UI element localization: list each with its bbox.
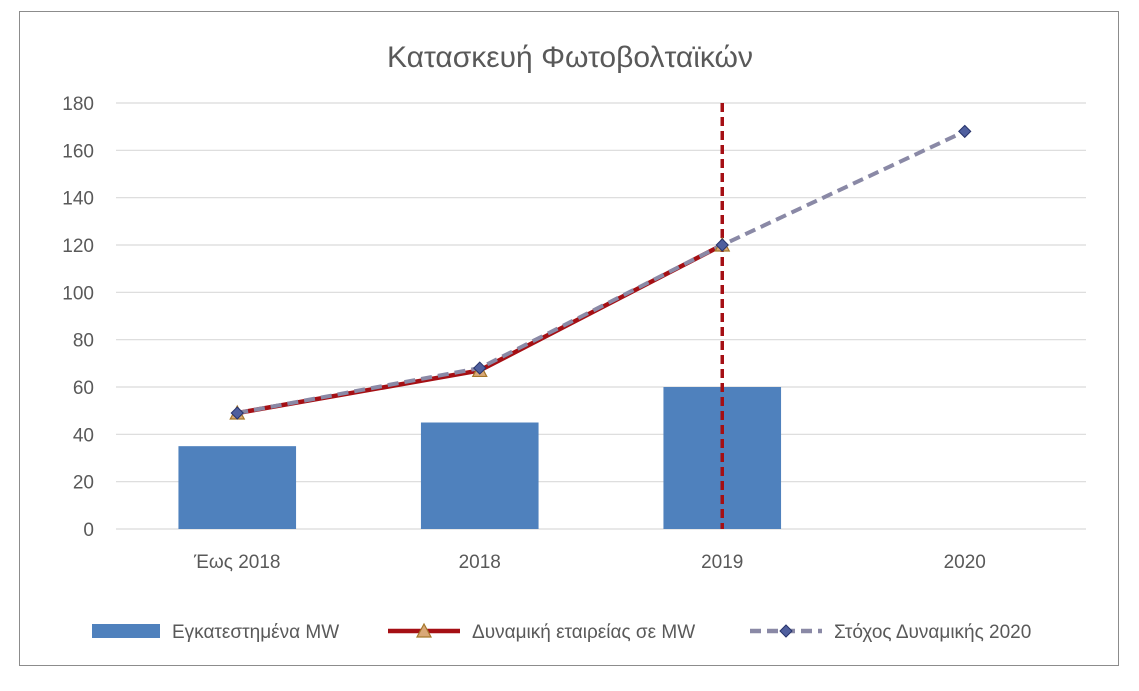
series-line xyxy=(236,129,966,415)
chart-title: Κατασκευή Φωτοβολταϊκών xyxy=(387,41,753,74)
y-tick-label: 80 xyxy=(73,331,94,352)
bar xyxy=(420,422,539,529)
series-line xyxy=(236,243,724,416)
legend: Εγκατεστημένα MW Δυναμική εταιρείας σε MW… xyxy=(92,622,1031,643)
line-series xyxy=(229,124,972,420)
x-tick-label: 2020 xyxy=(944,552,986,573)
bar xyxy=(178,446,297,529)
y-tick-label: 0 xyxy=(83,520,94,541)
legend-label: Εγκατεστημένα MW xyxy=(172,622,339,643)
x-tick-label: 2018 xyxy=(459,552,501,573)
y-tick-label: 20 xyxy=(73,473,94,494)
chart: Κατασκευή Φωτοβολταϊκών 0 20 40 60 80 100 120 1… xyxy=(62,41,1086,643)
y-tick-label: 120 xyxy=(62,236,94,257)
y-tick-label: 180 xyxy=(62,94,94,115)
legend-label: Στόχος Δυναμικής 2020 xyxy=(834,622,1031,643)
diamond-marker xyxy=(230,406,244,420)
y-tick-label: 140 xyxy=(62,189,94,210)
x-tick-label: 2019 xyxy=(701,552,743,573)
diamond-marker xyxy=(779,624,793,638)
y-tick-label: 100 xyxy=(62,283,94,304)
chart-frame: Κατασκευή Φωτοβολταϊκών 0 20 40 60 80 100 120 1… xyxy=(19,11,1119,666)
y-tick-label: 60 xyxy=(73,378,94,399)
legend-label: Δυναμική εταιρείας σε MW xyxy=(472,622,695,643)
diamond-marker xyxy=(715,238,729,252)
y-tick-label: 40 xyxy=(73,425,94,446)
y-tick-label: 160 xyxy=(62,141,94,162)
y-axis-ticks: 0 20 40 60 80 100 120 140 160 180 xyxy=(62,94,94,541)
x-axis-ticks: Έως 2018 2018 2019 2020 xyxy=(193,552,986,573)
triangle-marker xyxy=(415,622,433,638)
x-tick-label: Έως 2018 xyxy=(193,552,280,573)
diamond-marker xyxy=(958,124,972,139)
diamond-marker xyxy=(473,361,487,375)
legend-swatch xyxy=(92,624,160,638)
